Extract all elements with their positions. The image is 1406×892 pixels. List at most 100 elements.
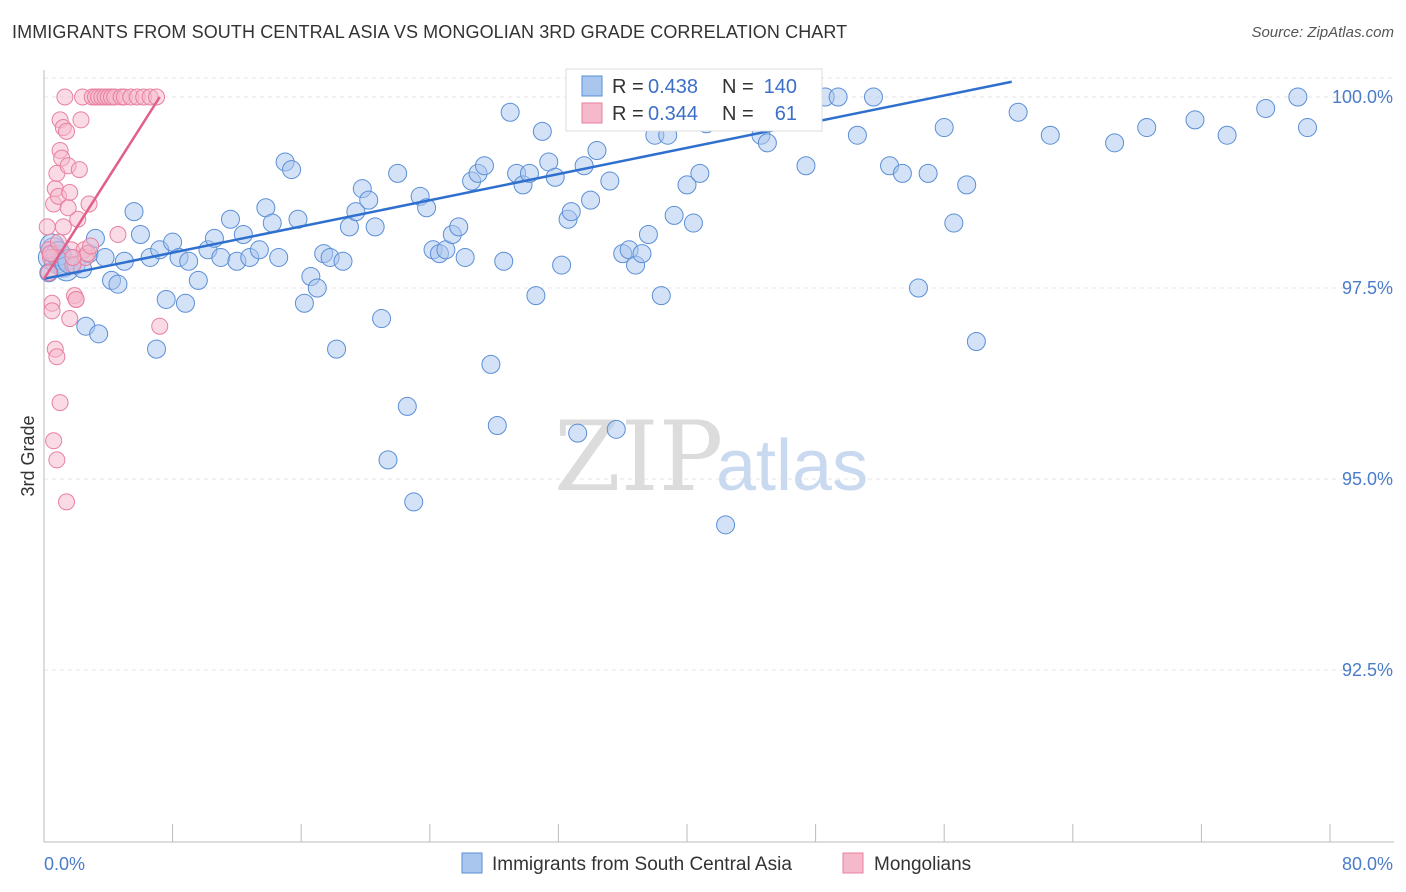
blue-point [108, 274, 128, 294]
blue-point [1288, 87, 1308, 107]
blue-point [683, 213, 703, 233]
x-tick-label-0: 0.0% [44, 854, 85, 874]
trend-lines [42, 80, 1012, 281]
pink-point [64, 248, 82, 266]
blue-point [664, 205, 684, 225]
y-tick-label-3: 92.5% [1342, 660, 1393, 680]
pink-point [45, 432, 63, 450]
axes [43, 70, 1394, 843]
blue-point [1185, 110, 1205, 130]
legend-label-blue: Immigrants from South Central Asia [492, 854, 792, 875]
blue-point [892, 163, 912, 183]
watermark-zip: ZIP [554, 401, 723, 513]
blue-point [1105, 133, 1125, 153]
source-label: Source: ZipAtlas.com [1251, 24, 1394, 41]
blue-point [1008, 102, 1028, 122]
blue-point [188, 270, 208, 290]
y-tick-label-1: 97.5% [1342, 278, 1393, 298]
blue-point [294, 293, 314, 313]
pink-point [151, 317, 169, 335]
blue-point [449, 217, 469, 237]
blue-point [552, 255, 572, 275]
blue-point [211, 247, 231, 267]
x-tick-label-1: 80.0% [1342, 854, 1393, 874]
blue-point [847, 125, 867, 145]
pink-point [58, 122, 76, 140]
blue-point [716, 515, 736, 535]
pink-point [61, 184, 79, 201]
blue-point [863, 87, 883, 107]
blue-point [606, 419, 626, 439]
stats-blue-r-value: 0.438 [648, 76, 698, 98]
watermark: ZIP atlas [554, 401, 868, 513]
pink-point [59, 199, 77, 217]
blue-point [233, 225, 253, 245]
blue-point [474, 156, 494, 176]
blue-point [638, 225, 658, 245]
blue-point [1217, 125, 1237, 145]
blue-point [966, 331, 986, 351]
pink-point [61, 310, 79, 328]
blue-point [179, 251, 199, 271]
blue-point [388, 163, 408, 183]
blue-point [404, 492, 424, 512]
blue-point [934, 118, 954, 138]
blue-point [95, 247, 115, 267]
blue-point [632, 244, 652, 264]
stats-box: R = 0.438 N = 140 R = 0.344 N = 61 [565, 68, 823, 132]
blue-point [249, 240, 269, 260]
blue-point [796, 156, 816, 176]
blue-point [130, 225, 150, 245]
blue-point [269, 247, 289, 267]
blue-point [481, 354, 501, 374]
blue-point [651, 286, 671, 306]
y-axis-title: 3rd Grade [18, 415, 38, 496]
blue-point [359, 190, 379, 210]
pink-point [82, 237, 100, 255]
pink-point [56, 88, 74, 106]
tick-labels: 100.0% 97.5% 95.0% 92.5% 0.0% 80.0% [44, 87, 1393, 874]
series-pink-points [38, 88, 169, 511]
blue-point [918, 163, 938, 183]
blue-point [500, 102, 520, 122]
blue-trend-line [43, 80, 1012, 281]
legend-label-pink: Mongolians [874, 854, 971, 875]
stats-pink-r-label: R = [612, 103, 644, 125]
blue-point [417, 198, 437, 218]
blue-point [397, 396, 417, 416]
blue-point [526, 286, 546, 306]
blue-point [1137, 118, 1157, 138]
blue-point [532, 121, 552, 141]
pink-point [70, 161, 88, 179]
blue-point [307, 278, 327, 298]
blue-point [957, 175, 977, 195]
stats-swatch-pink [581, 102, 603, 124]
legend: Immigrants from South Central Asia Mongo… [461, 852, 971, 875]
blue-point [677, 175, 697, 195]
blue-point [587, 140, 607, 160]
stats-pink-n-label: N = [722, 103, 754, 125]
pink-point [109, 226, 127, 244]
blue-point [124, 202, 144, 222]
blue-point [1256, 98, 1276, 118]
y-tick-label-2: 95.0% [1342, 469, 1393, 489]
blue-point [262, 213, 282, 233]
blue-point [600, 171, 620, 191]
blue-point [757, 133, 777, 153]
blue-point [147, 339, 167, 359]
blue-point [487, 416, 507, 436]
stats-box-frame [565, 68, 823, 132]
legend-swatch-blue [461, 852, 483, 874]
pink-point [51, 394, 69, 412]
blue-point [1040, 125, 1060, 145]
blue-point [828, 87, 848, 107]
stats-blue-n-value: 140 [764, 76, 797, 98]
stats-pink-n-value: 61 [775, 103, 797, 125]
blue-point [690, 163, 710, 183]
blue-point [365, 217, 385, 237]
stats-blue-n-label: N = [722, 76, 754, 98]
chart-title: IMMIGRANTS FROM SOUTH CENTRAL ASIA VS MO… [12, 22, 848, 42]
blue-point [372, 309, 392, 329]
pink-point [148, 88, 166, 106]
